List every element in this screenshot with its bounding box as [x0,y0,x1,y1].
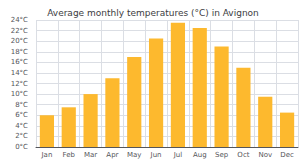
svg-text:Average monthly temperatures (: Average monthly temperatures (°C) in Avi… [47,8,259,18]
svg-text:6°C: 6°C [15,111,28,119]
svg-text:Jun: Jun [150,151,162,159]
svg-text:20°C: 20°C [11,37,28,45]
svg-text:Sep: Sep [215,151,229,159]
svg-text:Mar: Mar [84,151,97,159]
svg-text:Nov: Nov [258,151,272,159]
svg-text:8°C: 8°C [15,101,28,109]
svg-text:12°C: 12°C [11,80,28,88]
svg-text:Feb: Feb [63,151,76,159]
svg-text:24°C: 24°C [11,16,28,24]
svg-text:Jul: Jul [173,151,183,159]
svg-text:Apr: Apr [106,151,118,159]
svg-text:4°C: 4°C [15,122,28,130]
svg-text:2°C: 2°C [15,132,28,140]
svg-text:Aug: Aug [193,151,207,159]
svg-text:22°C: 22°C [11,27,28,35]
svg-text:18°C: 18°C [11,48,28,56]
svg-text:14°C: 14°C [11,69,28,77]
svg-text:16°C: 16°C [11,58,28,66]
svg-text:Dec: Dec [280,151,294,159]
svg-text:Jan: Jan [41,151,53,159]
svg-text:Oct: Oct [237,151,249,159]
svg-text:May: May [127,151,141,159]
svg-text:10°C: 10°C [11,90,28,98]
svg-text:0°C: 0°C [15,143,28,151]
